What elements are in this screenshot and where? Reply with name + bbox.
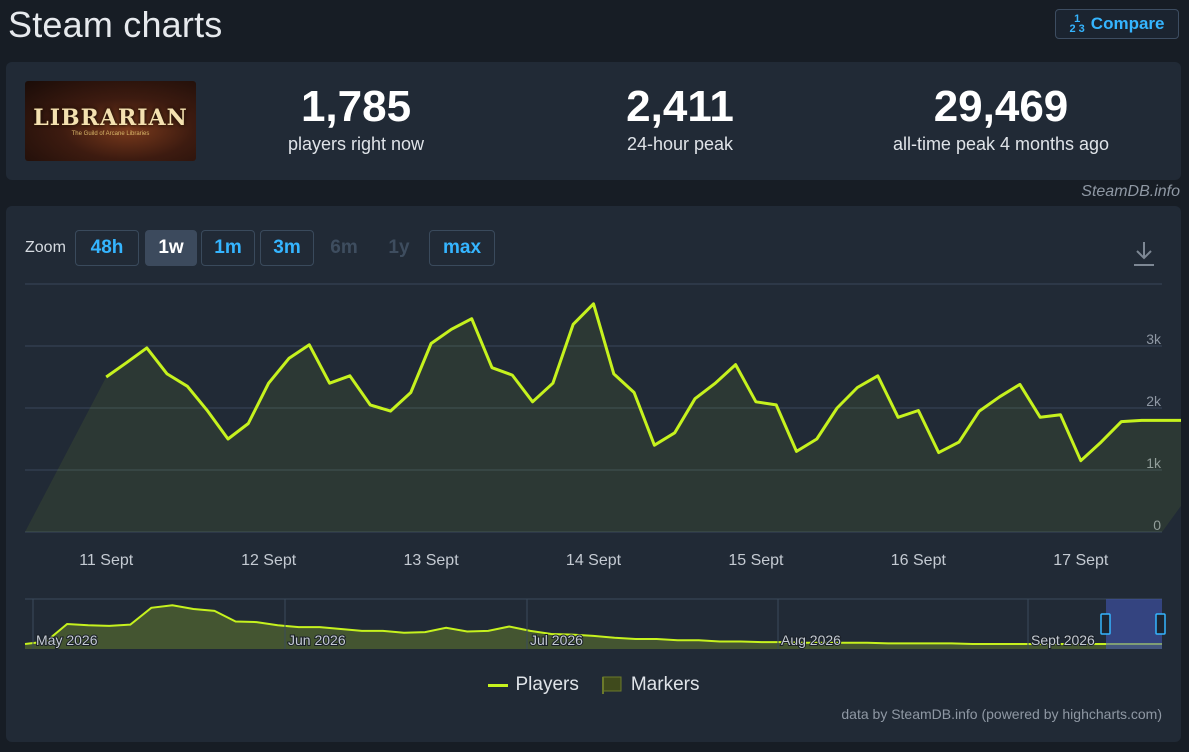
chart-legend: Players Markers: [6, 674, 1181, 696]
x-tick-label: 15 Sept: [728, 552, 784, 569]
compare-label: Compare: [1090, 14, 1165, 33]
zoom-1m-button[interactable]: 1m: [201, 230, 255, 266]
stat-all-time-peak: 29,469 all-time peak 4 months ago: [851, 82, 1151, 155]
players-area: [25, 303, 1181, 532]
zoom-48h-button[interactable]: 48h: [75, 230, 139, 266]
navigator-label: May 2026: [36, 632, 98, 648]
stat-24h-peak-label: 24-hour peak: [626, 134, 734, 154]
zoom-1w-button[interactable]: 1w: [145, 230, 197, 266]
players-chart: 0 1k 2k 3k 11 Sept 12 Sept 13 Sept 14 Sept 15 Se…: [24, 283, 1181, 649]
x-tick-label: 16 Sept: [891, 552, 947, 569]
game-logo-subtitle: The Guild of Arcane Libraries: [71, 131, 150, 137]
zoom-max-button[interactable]: max: [429, 230, 495, 266]
download-icon[interactable]: [1132, 240, 1156, 268]
navigator-selection: [1106, 599, 1162, 649]
stats-panel: LIBRARIAN The Guild of Arcane Libraries …: [6, 62, 1181, 180]
navigator-area: [25, 605, 1162, 649]
zoom-1y-button: 1y: [388, 237, 410, 258]
navigator-label: Aug 2026: [781, 632, 841, 648]
highcharts-credit[interactable]: data by SteamDB.info (powered by highcha…: [841, 706, 1162, 722]
game-logo-text: LIBRARIAN: [33, 105, 188, 131]
x-tick-label: 14 Sept: [566, 552, 622, 569]
flag-icon: [601, 676, 622, 694]
stat-24h-peak: 2,411 24-hour peak: [580, 82, 780, 155]
game-logo[interactable]: LIBRARIAN The Guild of Arcane Libraries: [25, 81, 196, 161]
y-tick-label: 2k: [1146, 393, 1162, 409]
zoom-label: Zoom: [25, 239, 66, 256]
navigator-label: Jun 2026: [288, 632, 346, 648]
stat-all-time-peak-label: all-time peak 4 months ago: [892, 134, 1110, 154]
navigator-label: Sept 2026: [1031, 632, 1095, 648]
navigator-label: Jul 2026: [530, 632, 583, 648]
stat-current-players-label: players right now: [287, 134, 425, 154]
x-tick-label: 13 Sept: [403, 552, 459, 569]
legend-players-swatch: [487, 683, 508, 687]
steamdb-credit[interactable]: SteamDB.info: [1081, 183, 1180, 200]
stat-all-time-peak-value: 29,469: [933, 82, 1069, 131]
zoom-6m-button: 6m: [330, 237, 358, 258]
navigator-handle-right[interactable]: [1155, 613, 1166, 635]
stat-24h-peak-value: 2,411: [626, 82, 734, 131]
navigator-handle-left[interactable]: [1100, 613, 1111, 635]
x-tick-label: 11 Sept: [79, 552, 134, 569]
y-tick-label: 3k: [1146, 331, 1162, 347]
zoom-3m-button[interactable]: 3m: [260, 230, 314, 266]
legend-players[interactable]: Players: [487, 674, 579, 696]
y-tick-label: 0: [1153, 517, 1161, 533]
x-tick-label: 12 Sept: [241, 552, 297, 569]
stat-current-players-value: 1,785: [300, 82, 412, 131]
x-tick-label: 17 Sept: [1053, 552, 1109, 569]
legend-markers-label: Markers: [630, 674, 700, 695]
page-title: Steam charts: [8, 4, 223, 45]
y-tick-label: 1k: [1146, 455, 1162, 471]
stat-current-players: 1,785 players right now: [256, 82, 456, 155]
navigator-line: [24, 604, 1162, 645]
legend-markers[interactable]: Markers: [601, 674, 700, 696]
chart-panel: Zoom 48h 1w 1m 3m 6m 1y max 0 1k 2k 3k 11 Se…: [6, 206, 1181, 742]
players-line: [105, 302, 1181, 463]
legend-players-label: Players: [515, 674, 579, 695]
